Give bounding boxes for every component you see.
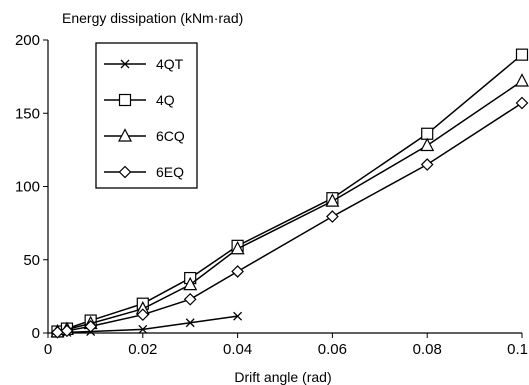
legend-entry-4qt: 4QT — [104, 56, 184, 72]
data-point-triangle-marker — [118, 128, 132, 142]
legend-entry-6eq: 6EQ — [104, 164, 184, 180]
data-point-x-marker — [233, 311, 243, 321]
data-point-triangle-marker — [325, 193, 340, 207]
data-point-diamond-marker — [420, 158, 434, 171]
y-axis-label: Energy dissipation (kNm·rad) — [62, 10, 243, 26]
data-point-diamond-marker — [118, 165, 132, 179]
axes — [43, 39, 523, 338]
tick-labels: 0 50 100 150 200 0 0.02 0.04 0.06 0.08 0.1 — [15, 32, 528, 358]
legend-entry-6cq: 6CQ — [104, 128, 185, 144]
x-tick-label: 0.04 — [223, 341, 252, 358]
data-point-x-marker — [138, 324, 148, 334]
data-point-triangle-marker — [230, 240, 245, 255]
data-point-x-marker — [185, 318, 195, 328]
legend-label: 4QT — [156, 56, 184, 72]
legend-box — [95, 42, 198, 189]
legend-label: 4Q — [156, 92, 175, 108]
data-point-diamond-marker — [183, 292, 197, 306]
y-tick-label: 150 — [15, 105, 40, 122]
data-point-diamond-marker — [60, 324, 74, 338]
data-point-square-marker — [118, 93, 132, 107]
x-tick-label: 0 — [44, 341, 52, 358]
data-point-diamond-marker — [515, 96, 529, 110]
legend: 4QT 4Q 6CQ 6EQ — [95, 42, 198, 189]
data-point-diamond-marker — [136, 308, 150, 322]
x-tick-label: 0.1 — [507, 341, 528, 358]
legend-label: 6CQ — [156, 128, 185, 144]
legend-entry-4q: 4Q — [104, 92, 175, 108]
x-tick-label: 0.08 — [413, 341, 442, 358]
x-tick-label: 0.06 — [318, 341, 347, 358]
data-point-diamond-marker — [84, 320, 98, 333]
y-tick-label: 50 — [23, 252, 40, 269]
y-tick-label: 100 — [15, 179, 40, 196]
series-6eq — [51, 96, 529, 339]
plot-area — [50, 48, 529, 339]
x-tick-label: 0.02 — [128, 341, 157, 358]
data-point-triangle-marker — [515, 73, 529, 87]
data-point-square-marker — [421, 127, 434, 140]
legend-label: 6EQ — [156, 164, 184, 180]
data-point-diamond-marker — [326, 210, 339, 223]
x-axis-label: Drift angle (rad) — [234, 369, 331, 385]
data-point-square-marker — [515, 48, 529, 61]
data-point-triangle-marker — [420, 137, 435, 152]
data-point-diamond-marker — [231, 265, 244, 278]
y-tick-label: 200 — [15, 32, 40, 49]
data-point-x-marker — [120, 59, 130, 69]
data-point-triangle-marker — [183, 276, 198, 291]
y-tick-label: 0 — [32, 325, 40, 342]
